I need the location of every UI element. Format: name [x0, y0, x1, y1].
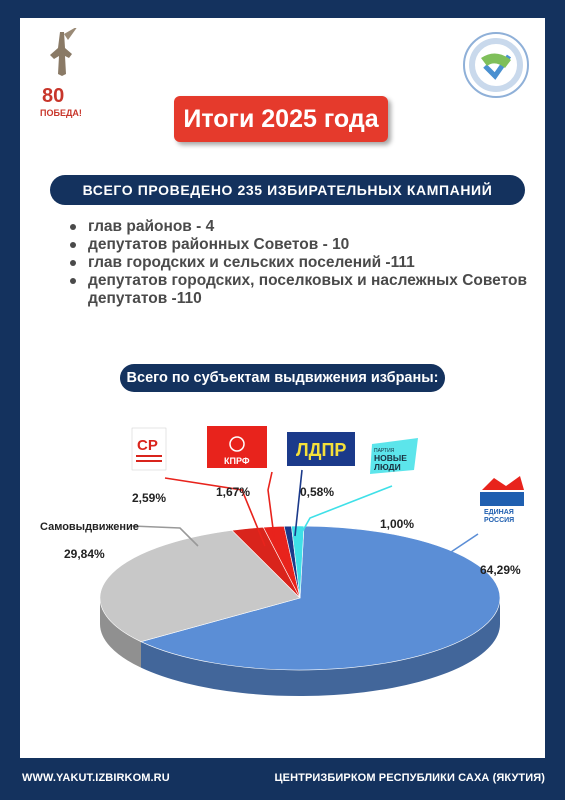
- united-russia-logo: ЕДИНАЯ РОССИЯ: [480, 476, 524, 524]
- label-united-russia: 64,29%: [480, 563, 521, 577]
- new-people-logo: ПАРТИЯ НОВЫЕ ЛЮДИ: [370, 438, 418, 474]
- list-item: глав городских и сельских поселений -111: [68, 254, 528, 272]
- campaign-list: глав районов - 4 депутатов районных Сове…: [68, 218, 528, 308]
- election-commission-emblem: [463, 32, 529, 98]
- pie-side: [140, 598, 501, 696]
- pie-slices: [99, 525, 501, 696]
- kprf-logo-text: КПРФ: [224, 456, 250, 466]
- label-new-people: 1,00%: [380, 517, 414, 531]
- list-item: глав районов - 4: [68, 218, 528, 236]
- pie-chart: СР КПРФ ЛДПР ПАРТИЯ НОВЫЕ ЛЮДИ ЕДИНАЯ РО…: [40, 426, 524, 696]
- leader-lines: [131, 469, 479, 559]
- pie-slice: [291, 525, 305, 599]
- new-people-logo-small: ПАРТИЯ: [374, 448, 395, 454]
- footer-website[interactable]: WWW.YAKUT.IZBIRKOM.RU: [22, 772, 170, 784]
- label-sr: 2,59%: [132, 491, 166, 505]
- page-title: Итоги 2025 года: [174, 96, 388, 142]
- list-item: депутатов районных Советов - 10: [68, 236, 528, 254]
- campaigns-banner: ВСЕГО ПРОВЕДЕНО 235 ИЗБИРАТЕЛЬНЫХ КАМПАН…: [50, 175, 525, 205]
- united-russia-logo-line1: ЕДИНАЯ: [484, 509, 514, 516]
- ldpr-logo: ЛДПР: [287, 432, 355, 466]
- emblem-number: 80: [42, 85, 64, 107]
- sr-logo-text: СР: [137, 437, 158, 454]
- new-people-logo-line2: ЛЮДИ: [374, 462, 401, 472]
- pie-slice: [140, 525, 501, 671]
- label-self-nomination-name: Самовыдвижение: [40, 521, 139, 533]
- kprf-logo: КПРФ: [207, 426, 267, 468]
- label-ldpr: 0,58%: [300, 485, 334, 499]
- label-kprf: 1,67%: [216, 485, 250, 499]
- list-item: депутатов городских, поселковых и наслеж…: [68, 272, 528, 308]
- united-russia-logo-line2: РОССИЯ: [484, 517, 514, 524]
- emblem-text: ПОБЕДА!: [40, 108, 82, 118]
- elected-banner: Всего по субъектам выдвижения избраны:: [120, 364, 445, 392]
- sr-logo: СР: [131, 427, 167, 471]
- victory-80-emblem: 80 ПОБЕДА!: [40, 28, 82, 118]
- new-people-logo-line1: НОВЫЕ: [374, 453, 407, 463]
- footer-organization: ЦЕНТРИЗБИРКОМ РЕСПУБЛИКИ САХА (ЯКУТИЯ): [274, 772, 545, 784]
- label-self-nomination: 29,84%: [64, 547, 105, 561]
- pie-side: [100, 598, 141, 668]
- ldpr-logo-text: ЛДПР: [296, 440, 346, 460]
- infographic-card: 80 ПОБЕДА! Итоги 2025 года ВСЕГО ПРОВЕДЕ…: [20, 18, 545, 758]
